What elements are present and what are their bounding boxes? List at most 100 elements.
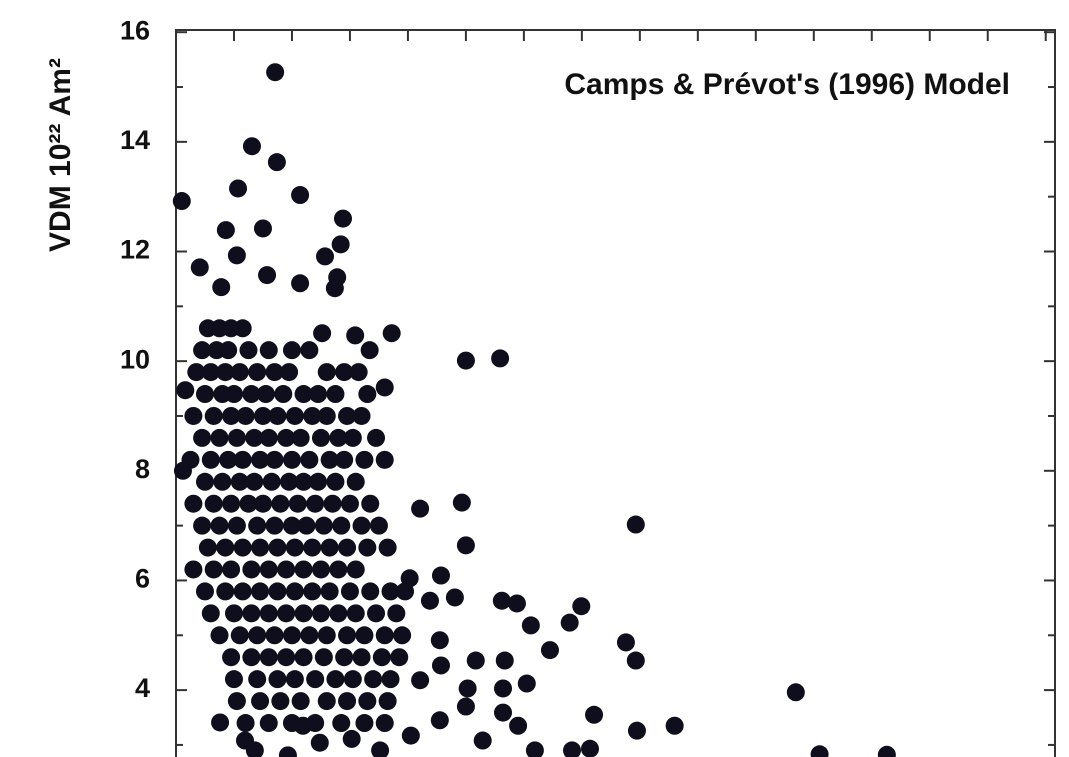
point [216, 363, 235, 382]
point [216, 538, 235, 557]
point [375, 450, 394, 469]
point [343, 428, 362, 447]
point [242, 604, 261, 623]
point [227, 246, 246, 265]
point [195, 582, 214, 601]
point [219, 450, 238, 469]
point [303, 582, 322, 601]
point [201, 363, 220, 382]
point [229, 179, 248, 198]
point [329, 428, 348, 447]
point [335, 648, 354, 667]
point [525, 741, 544, 757]
point [242, 648, 261, 667]
point [248, 363, 267, 382]
point [195, 385, 214, 404]
point [375, 378, 394, 397]
point [355, 450, 374, 469]
point [195, 472, 214, 491]
point [288, 494, 307, 513]
point [311, 428, 330, 447]
point [361, 494, 380, 513]
point [367, 604, 386, 623]
point [381, 582, 400, 601]
point [251, 692, 270, 711]
point [616, 633, 635, 652]
point [509, 716, 528, 735]
point [210, 428, 229, 447]
point [346, 472, 365, 491]
point [786, 683, 805, 702]
point [265, 516, 284, 535]
point [184, 494, 203, 513]
point [456, 697, 475, 716]
point [445, 588, 464, 607]
point [329, 604, 348, 623]
point [317, 406, 336, 425]
point [176, 381, 195, 400]
point [355, 714, 374, 733]
point [313, 324, 332, 343]
point [810, 745, 829, 757]
point [245, 472, 264, 491]
point [282, 714, 301, 733]
point [326, 385, 345, 404]
point [265, 450, 284, 469]
point [210, 626, 229, 645]
point [358, 538, 377, 557]
point [245, 741, 264, 757]
y-tick-label: 14 [120, 125, 150, 155]
point [282, 450, 301, 469]
point [280, 472, 299, 491]
point [320, 538, 339, 557]
point [271, 494, 290, 513]
point [626, 515, 645, 534]
point [216, 221, 235, 240]
point [291, 274, 310, 293]
point [193, 516, 212, 535]
point [495, 651, 514, 670]
point [291, 428, 310, 447]
point [285, 406, 304, 425]
point [285, 670, 304, 689]
point [239, 341, 258, 360]
point [378, 538, 397, 557]
point [201, 450, 220, 469]
y-tick-label: 10 [120, 344, 150, 374]
point [378, 692, 397, 711]
point [492, 591, 511, 610]
point [430, 631, 449, 650]
point [342, 729, 361, 748]
point [303, 538, 322, 557]
point [259, 648, 278, 667]
point [346, 604, 365, 623]
point [212, 278, 231, 297]
point [224, 385, 243, 404]
point [367, 428, 386, 447]
point [431, 656, 450, 675]
point [172, 192, 191, 211]
point [382, 324, 401, 343]
point [282, 516, 301, 535]
point [456, 351, 475, 370]
point [361, 582, 380, 601]
point [309, 385, 328, 404]
point [326, 670, 345, 689]
point [239, 494, 258, 513]
point [572, 597, 591, 616]
point [456, 536, 475, 555]
point [258, 266, 277, 285]
y-tick-label: 8 [135, 454, 150, 484]
point [253, 406, 272, 425]
point [585, 705, 604, 724]
point [285, 538, 304, 557]
point [251, 538, 270, 557]
point [346, 560, 365, 579]
point [294, 604, 313, 623]
point [219, 341, 238, 360]
point [282, 341, 301, 360]
point [216, 582, 235, 601]
point [507, 594, 526, 613]
point [259, 341, 278, 360]
point [248, 626, 267, 645]
